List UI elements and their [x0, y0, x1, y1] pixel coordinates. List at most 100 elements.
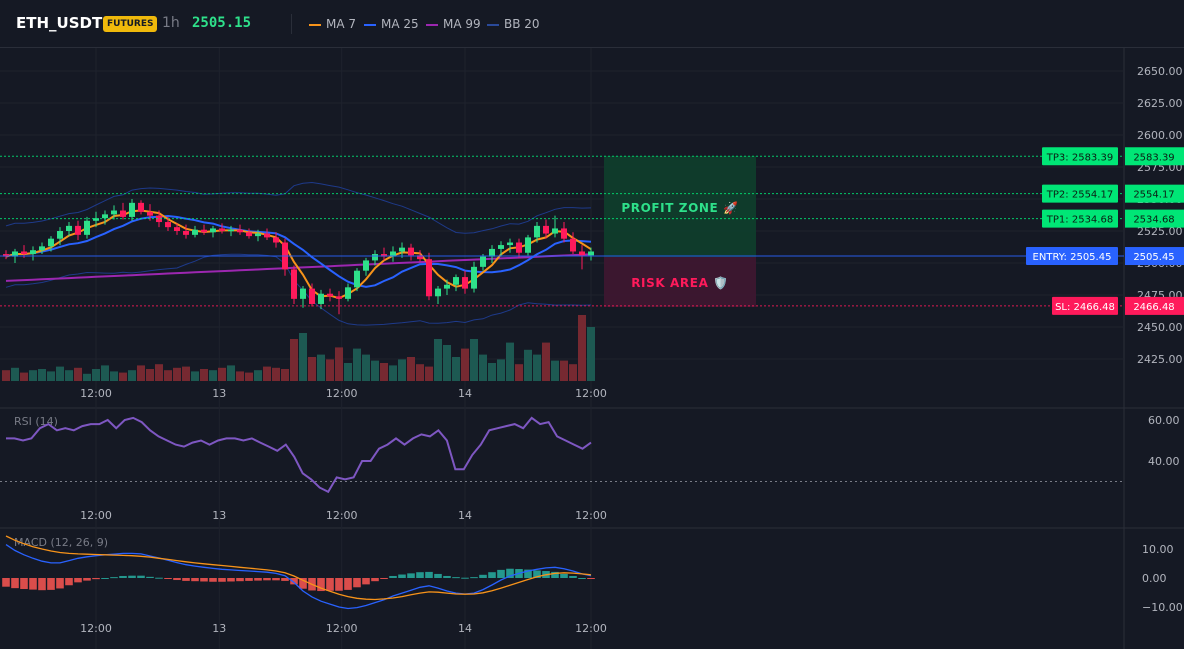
macd-histogram-bar [2, 578, 10, 587]
candle-body [219, 228, 225, 231]
legend-ma7[interactable]: MA 7 [309, 17, 356, 31]
time-tick: 14 [458, 509, 472, 522]
volume-bar [101, 365, 109, 381]
moving-averages [5, 209, 592, 300]
macd-histogram-bar [353, 578, 361, 588]
legend-ma99[interactable]: MA 99 [426, 17, 481, 31]
interval-selector[interactable]: 1h [162, 15, 180, 31]
candle-body [345, 287, 351, 299]
candle-body [318, 293, 324, 304]
candle-body [426, 259, 432, 297]
macd-histogram-bar [434, 573, 442, 578]
candle-body [435, 288, 441, 297]
macd-histogram-bar [191, 578, 199, 582]
volume-bar [515, 364, 523, 381]
candle-body [291, 269, 297, 299]
volume-bar [353, 348, 361, 381]
level-tag-text-entry: ENTRY: 2505.45 [1033, 252, 1112, 263]
price-tick: 2600.00 [1137, 129, 1183, 142]
time-tick: 12:00 [575, 622, 607, 635]
volume-bar [317, 354, 325, 381]
candle-body [3, 254, 9, 257]
risk-zone [604, 257, 756, 307]
bb-upper-line [5, 181, 592, 234]
legend-ma25[interactable]: MA 25 [364, 17, 419, 31]
macd-histogram-bar [461, 577, 469, 579]
candle-body [453, 277, 459, 285]
volume-bar [533, 354, 541, 381]
time-axis[interactable]: 12:00 13 12:00 14 12:00 12:00 13 12:00 14 12:00 12… [80, 387, 607, 635]
volume-bar [137, 365, 145, 381]
candle-body [138, 202, 144, 212]
chart-header: ETH_USDT FUTURES 1h 2505.15 MA 7 MA 25 M… [0, 0, 1184, 48]
candles [3, 199, 594, 315]
volume-bar [155, 364, 163, 381]
candle-body [84, 220, 90, 235]
volume-bar [506, 342, 514, 381]
ma25-swatch-icon [364, 23, 376, 26]
profit-zone-label: PROFIT ZONE 🚀 [621, 201, 738, 215]
candle-body [534, 225, 540, 238]
time-tick: 12:00 [326, 387, 358, 400]
macd-histogram-bar [299, 578, 307, 589]
macd-histogram-bar [245, 578, 253, 581]
candle-body [561, 228, 567, 239]
legend-ma25-label: MA 25 [381, 17, 419, 31]
macd-histogram-bar [137, 575, 145, 578]
macd-histogram-bar [227, 578, 235, 582]
candle-body [327, 293, 333, 297]
time-tick: 13 [212, 622, 226, 635]
macd-histogram-bar [452, 577, 460, 579]
volume-bar [362, 354, 370, 381]
volume-bar [11, 367, 19, 381]
rsi-line [6, 416, 592, 494]
volume-bar [551, 360, 559, 381]
candle-body [192, 229, 198, 235]
level-price-tag-tp2 [1125, 184, 1184, 203]
legend-bb20[interactable]: BB 20 [487, 17, 540, 31]
candle-body [489, 248, 495, 257]
time-tick: 14 [458, 387, 472, 400]
volume-bar [416, 364, 424, 381]
macd-histogram-bar [101, 578, 109, 579]
volume-bar [209, 370, 217, 381]
volume-bar [272, 367, 280, 381]
macd-histogram-bar [92, 578, 100, 580]
ma7-line [5, 209, 592, 300]
symbol-name[interactable]: ETH_USDT [16, 14, 103, 32]
macd-histogram-bar [110, 577, 118, 579]
candle-body [147, 211, 153, 216]
level-tag-tp2 [1042, 184, 1118, 203]
macd-histogram-bar [569, 575, 577, 578]
volume-bar [389, 365, 397, 381]
macd-histogram-bar [218, 578, 226, 582]
candle-body [165, 222, 171, 228]
time-tick: 12:00 [80, 622, 112, 635]
volume-bar [38, 369, 46, 381]
candle-body [390, 251, 396, 257]
volume-bar [83, 373, 91, 381]
macd-histogram-bar [371, 578, 379, 582]
macd-title: MACD (12, 26, 9) [14, 536, 108, 549]
rsi-tick: 60.00 [1148, 414, 1180, 427]
macd-histogram-bar [443, 575, 451, 578]
level-price-text-sl: 2466.48 [1133, 302, 1174, 313]
candle-body [174, 227, 180, 231]
candle-body [480, 256, 486, 267]
volume-bar [119, 372, 127, 381]
time-tick: 12:00 [326, 509, 358, 522]
volume-bar [245, 372, 253, 381]
time-tick: 12:00 [80, 387, 112, 400]
volume-bar [227, 365, 235, 381]
candle-body [201, 229, 207, 233]
macd-histogram-bar [326, 578, 334, 591]
level-tag-sl [1052, 296, 1118, 315]
macd-histogram-bar [524, 569, 532, 578]
macd-histogram-bar [11, 578, 19, 589]
level-price-text-tp3: 2583.39 [1133, 152, 1174, 163]
volume-bar [542, 342, 550, 381]
macd-histogram-bar [425, 571, 433, 578]
volume-bar [488, 363, 496, 381]
candle-body [372, 254, 378, 261]
